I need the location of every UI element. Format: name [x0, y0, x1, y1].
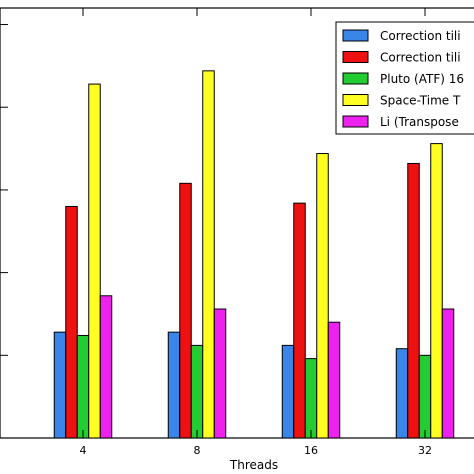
bar — [418, 354, 432, 439]
bar — [441, 308, 455, 439]
bar — [316, 153, 329, 439]
bar — [76, 334, 90, 439]
bar — [202, 70, 215, 439]
bar — [179, 182, 192, 439]
bar — [65, 205, 78, 439]
x-tick-label: 4 — [80, 444, 87, 457]
legend-label: Pluto (ATF) 16 — [380, 72, 464, 86]
x-axis-label: Threads — [229, 458, 278, 472]
legend-swatch — [342, 29, 369, 42]
bar — [88, 83, 101, 439]
bar — [293, 202, 306, 439]
bar — [167, 331, 181, 439]
legend-swatch — [342, 115, 369, 128]
legend-label: Li (Transpose — [380, 115, 459, 129]
bar — [430, 143, 443, 439]
legend-swatch — [342, 94, 369, 106]
legend-label: Correction tili — [380, 51, 461, 65]
x-axis-ticks: 4 8 16 32 — [80, 8, 432, 457]
legend-label: Correction tili — [380, 29, 461, 43]
bar — [407, 162, 420, 439]
bar — [53, 331, 67, 439]
bars — [53, 70, 455, 439]
legend-swatch — [342, 72, 369, 85]
x-tick-label: 16 — [304, 444, 318, 457]
x-tick-label: 32 — [418, 444, 432, 457]
legend-swatch — [342, 51, 369, 63]
bar — [327, 321, 341, 439]
y-axis-ticks — [0, 24, 8, 356]
legend: Correction tili Correction tili Pluto (ATF… — [335, 21, 474, 135]
bar — [99, 295, 113, 439]
bar — [190, 344, 204, 439]
bar — [395, 348, 409, 439]
bar — [281, 344, 295, 439]
x-tick-label: 8 — [194, 444, 201, 457]
bar — [213, 308, 227, 439]
bar — [304, 358, 318, 439]
legend-label: Space-Time T — [380, 94, 461, 108]
